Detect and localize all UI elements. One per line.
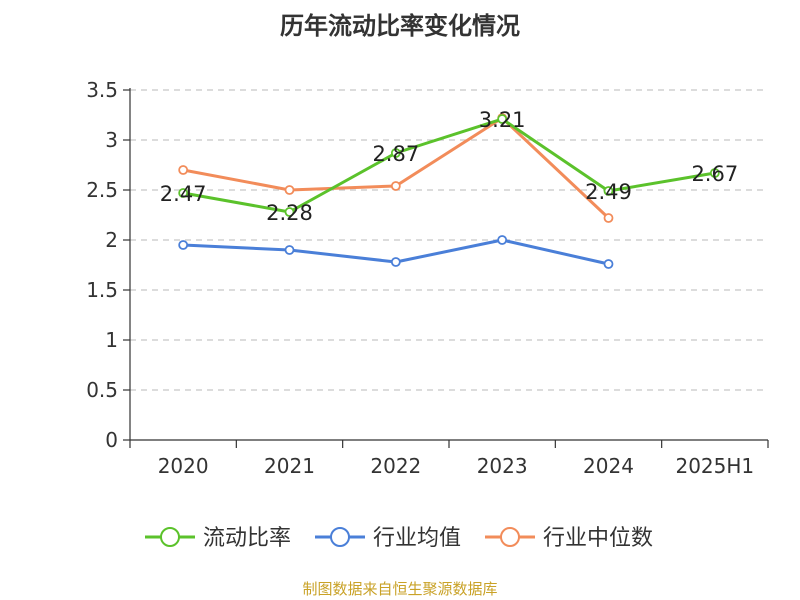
data-point: [178, 165, 189, 175]
grid-lines: [130, 89, 768, 391]
y-tick-label: 1: [105, 328, 118, 352]
y-tick-label: 3.5: [86, 78, 118, 102]
x-tick-label: 2023: [477, 454, 528, 478]
y-tick-label: 1.5: [86, 278, 118, 302]
legend-label: 行业中位数: [543, 526, 653, 551]
y-tick-label: 0: [105, 428, 118, 452]
data-point: [709, 168, 720, 178]
axes: 0 0.5 1 1.5 2 2.5 3 3.5 2020 2021 2022 2023 2024 2025…: [86, 78, 769, 478]
data-point: [284, 185, 295, 195]
data-point: [284, 245, 295, 255]
data-label: 2.49: [585, 180, 632, 204]
x-tick-label: 2024: [583, 454, 634, 478]
legend-label: 行业均值: [373, 526, 461, 551]
y-tick-label: 0.5: [86, 378, 118, 402]
data-label: 2.47: [160, 182, 207, 206]
legend-label: 流动比率: [203, 526, 291, 551]
x-tick-label: 2021: [264, 454, 315, 478]
data-point: [603, 213, 614, 223]
data-point: [178, 240, 189, 250]
data-point: [178, 188, 189, 198]
legend-marker: [500, 527, 520, 547]
y-tick-label: 2.5: [86, 178, 118, 202]
legend: 流动比率 行业均值 行业中位数: [145, 526, 653, 551]
y-tick-label: 2: [105, 228, 118, 252]
x-tick-label: 2020: [158, 454, 209, 478]
series-lines: [178, 113, 720, 269]
legend-marker: [330, 527, 350, 547]
legend-marker: [160, 527, 180, 547]
data-label: 2.87: [372, 142, 419, 166]
data-point: [603, 259, 614, 269]
source-note: 制图数据来自恒生聚源数据库: [302, 580, 498, 598]
data-point: [390, 257, 401, 267]
data-point: [284, 207, 295, 217]
data-point: [390, 181, 401, 191]
data-labels: 2.47 2.28 2.87 3.21 2.49 2.67: [160, 108, 738, 225]
data-label: 3.21: [479, 108, 526, 132]
x-tick-label: 2022: [370, 454, 421, 478]
data-label: 2.28: [266, 201, 313, 225]
x-tick-label: 2025H1: [675, 454, 754, 478]
y-tick-label: 3: [105, 128, 118, 152]
data-point: [603, 186, 614, 196]
data-label: 2.67: [691, 162, 738, 186]
series-line: [182, 117, 716, 214]
data-point: [497, 235, 508, 245]
data-point: [497, 114, 508, 124]
chart-title: 历年流动比率变化情况: [280, 12, 520, 40]
data-point: [390, 148, 401, 158]
